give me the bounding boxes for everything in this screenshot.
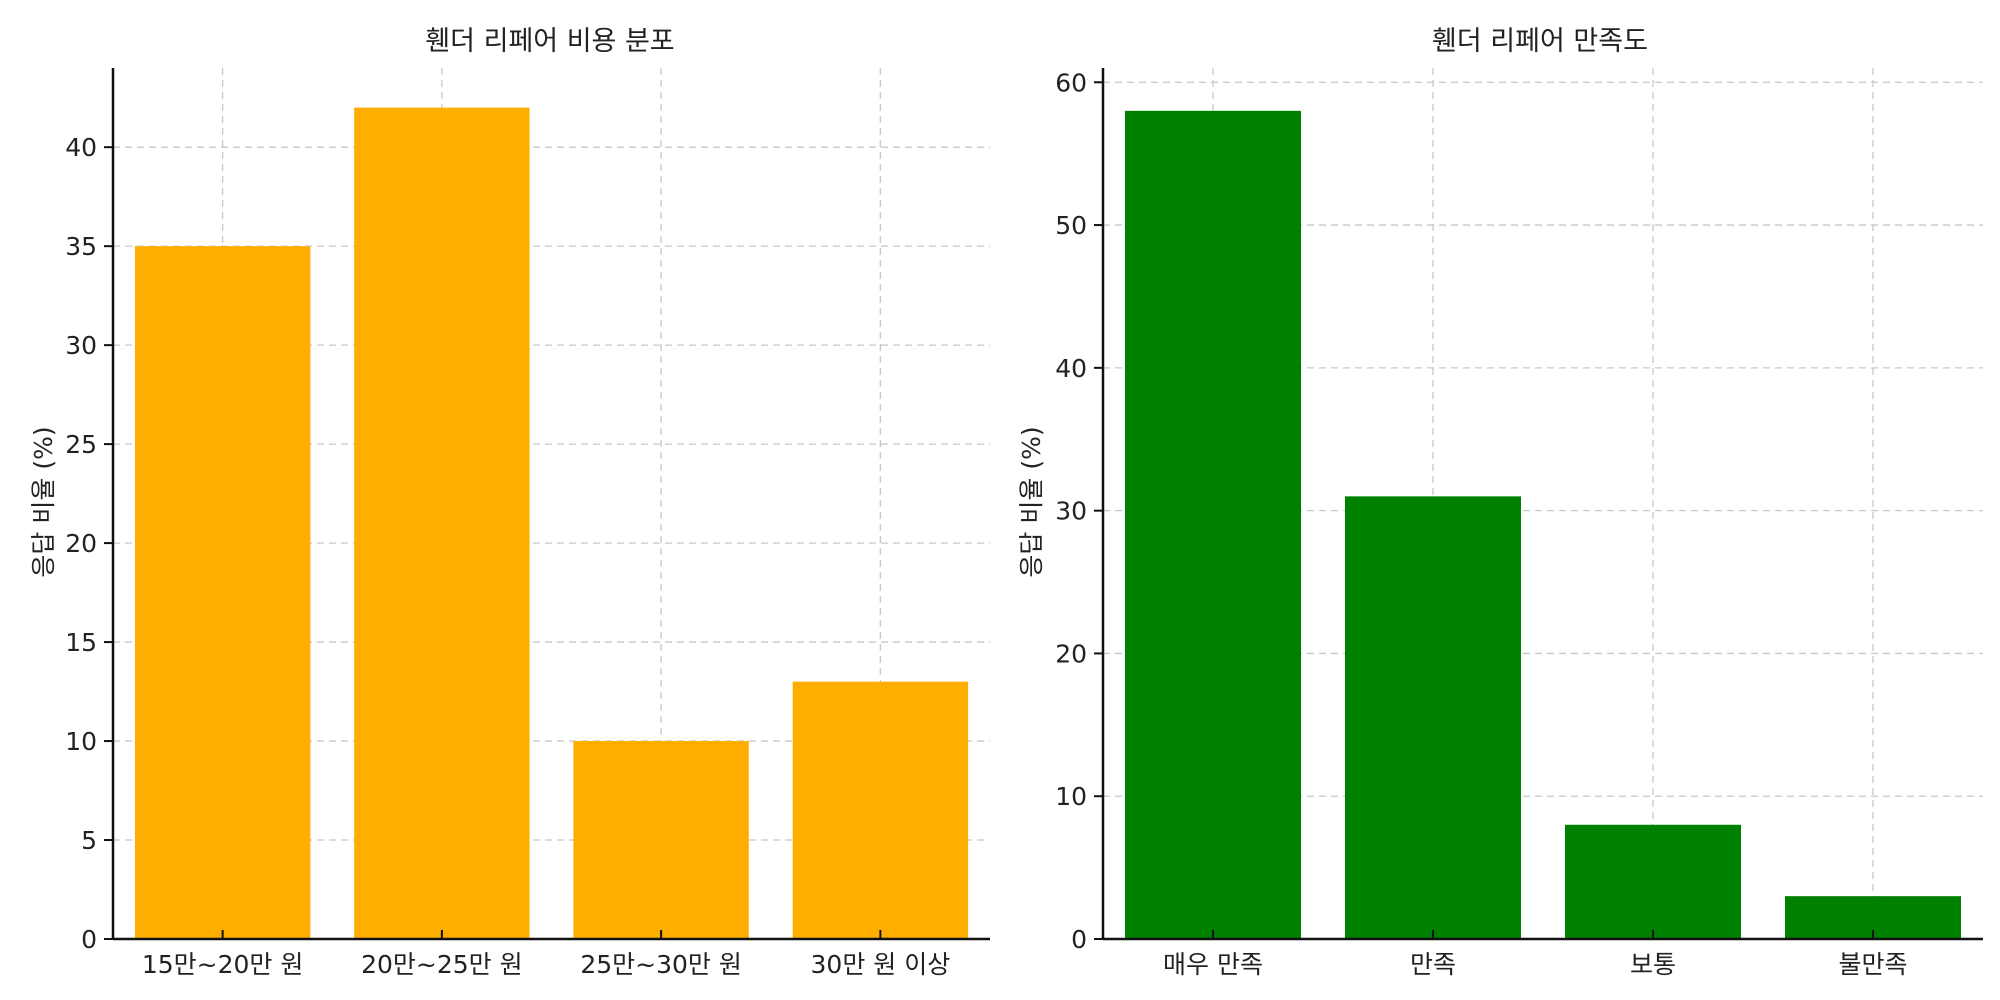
y-tick-label: 10 <box>1055 782 1087 811</box>
bar <box>1565 824 1741 939</box>
y-tick-label: 40 <box>1055 354 1087 383</box>
bar <box>792 681 969 939</box>
y-tick-label: 30 <box>1055 497 1087 526</box>
x-tick-label: 만족 <box>1410 950 1456 979</box>
y-axis-label: 응답 비율 (%) <box>29 426 58 577</box>
bar <box>134 246 311 940</box>
y-tick-label: 30 <box>65 331 97 360</box>
cost-distribution-chart: 휀더 리페어 비용 분포 응답 비율 (%) 0 5 10 15 20 25 30 35 40 1… <box>29 26 990 979</box>
y-tick-label: 40 <box>65 133 97 162</box>
x-tick-label: 15만~20만 원 <box>142 950 304 979</box>
y-tick-label: 20 <box>1055 639 1087 668</box>
y-tick-label: 20 <box>65 529 97 558</box>
y-tick-label: 10 <box>65 727 97 756</box>
bar <box>1345 496 1521 939</box>
bar <box>1125 110 1301 940</box>
x-tick-label: 보통 <box>1630 950 1676 979</box>
ticks: 0 10 20 30 40 50 60 매우 만족 만족 보통 불만족 <box>1055 68 1907 979</box>
y-tick-label: 25 <box>65 430 97 459</box>
x-tick-label: 불만족 <box>1838 950 1907 979</box>
bar <box>354 107 530 939</box>
bars <box>134 107 969 940</box>
y-tick-label: 5 <box>81 826 97 855</box>
y-tick-label: 50 <box>1055 211 1087 240</box>
satisfaction-chart: 휀더 리페어 만족도 응답 비율 (%) 0 10 20 30 40 50 60 매우 만족 만… <box>1017 26 1983 979</box>
y-tick-label: 15 <box>65 628 97 657</box>
axes <box>111 68 990 941</box>
x-tick-label: 매우 만족 <box>1163 950 1263 979</box>
y-tick-label: 35 <box>65 232 97 261</box>
x-tick-label: 30만 원 이상 <box>811 950 951 979</box>
y-tick-label: 60 <box>1055 68 1087 97</box>
y-axis-label: 응답 비율 (%) <box>1017 426 1046 577</box>
ticks: 0 5 10 15 20 25 30 35 40 15만~20만 원 20만~25만 원 25만~30… <box>65 133 950 979</box>
chart-title: 휀더 리페어 만족도 <box>1432 26 1648 57</box>
bars <box>1125 110 1961 940</box>
x-tick-label: 25만~30만 원 <box>580 950 742 979</box>
y-tick-label: 0 <box>81 925 97 954</box>
x-tick-label: 20만~25만 원 <box>361 950 523 979</box>
bar <box>573 741 749 939</box>
y-tick-label: 0 <box>1071 925 1087 954</box>
chart-title: 휀더 리페어 비용 분포 <box>425 26 674 57</box>
axes <box>1101 68 1983 941</box>
